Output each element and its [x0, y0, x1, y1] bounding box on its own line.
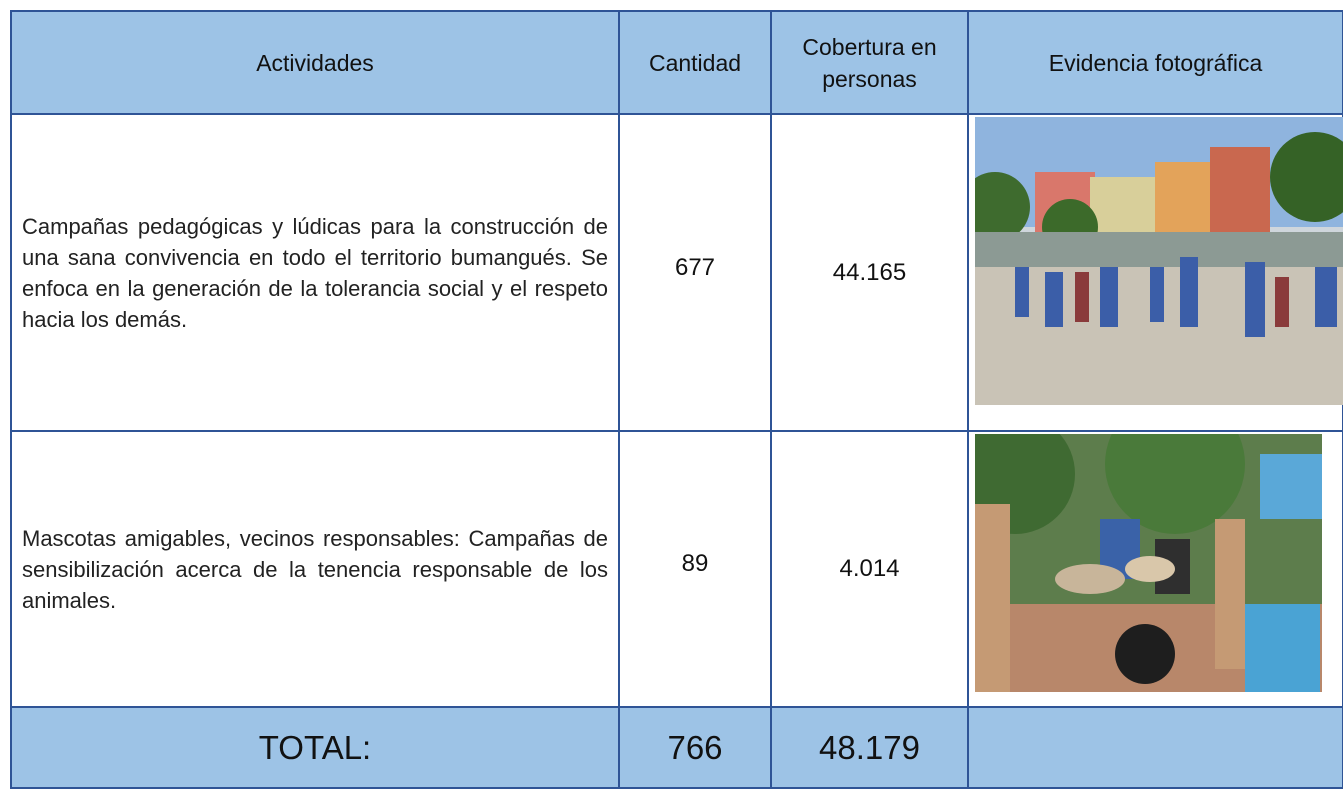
coverage-cell: 44.165 — [770, 113, 969, 432]
activity-table: Actividades Cantidad Cobertura en person… — [10, 10, 1343, 789]
quantity-cell: 677 — [618, 113, 772, 432]
coverage-cell: 4.014 — [770, 430, 969, 708]
total-quantity: 766 — [618, 706, 772, 789]
photo — [975, 117, 1343, 405]
total-label: TOTAL: — [10, 706, 620, 789]
total-coverage: 48.179 — [770, 706, 969, 789]
photo-cell — [967, 430, 1343, 708]
photo-cell — [967, 113, 1343, 432]
total-row: TOTAL: 766 48.179 — [10, 706, 1343, 789]
header-cell: Cobertura en personas — [770, 10, 969, 115]
header-row: Actividades Cantidad Cobertura en person… — [10, 10, 1343, 115]
header-cell: Cantidad — [618, 10, 772, 115]
total-empty — [967, 706, 1343, 789]
header-cell: Evidencia fotográfica — [967, 10, 1343, 115]
activity-cell: Campañas pedagógicas y lúdicas para la c… — [10, 113, 620, 432]
photo — [975, 434, 1322, 692]
activity-cell: Mascotas amigables, vecinos responsables… — [10, 430, 620, 708]
row: Mascotas amigables, vecinos responsables… — [10, 430, 1343, 708]
header-cell: Actividades — [10, 10, 620, 115]
quantity-cell: 89 — [618, 430, 772, 708]
row: Campañas pedagógicas y lúdicas para la c… — [10, 113, 1343, 432]
